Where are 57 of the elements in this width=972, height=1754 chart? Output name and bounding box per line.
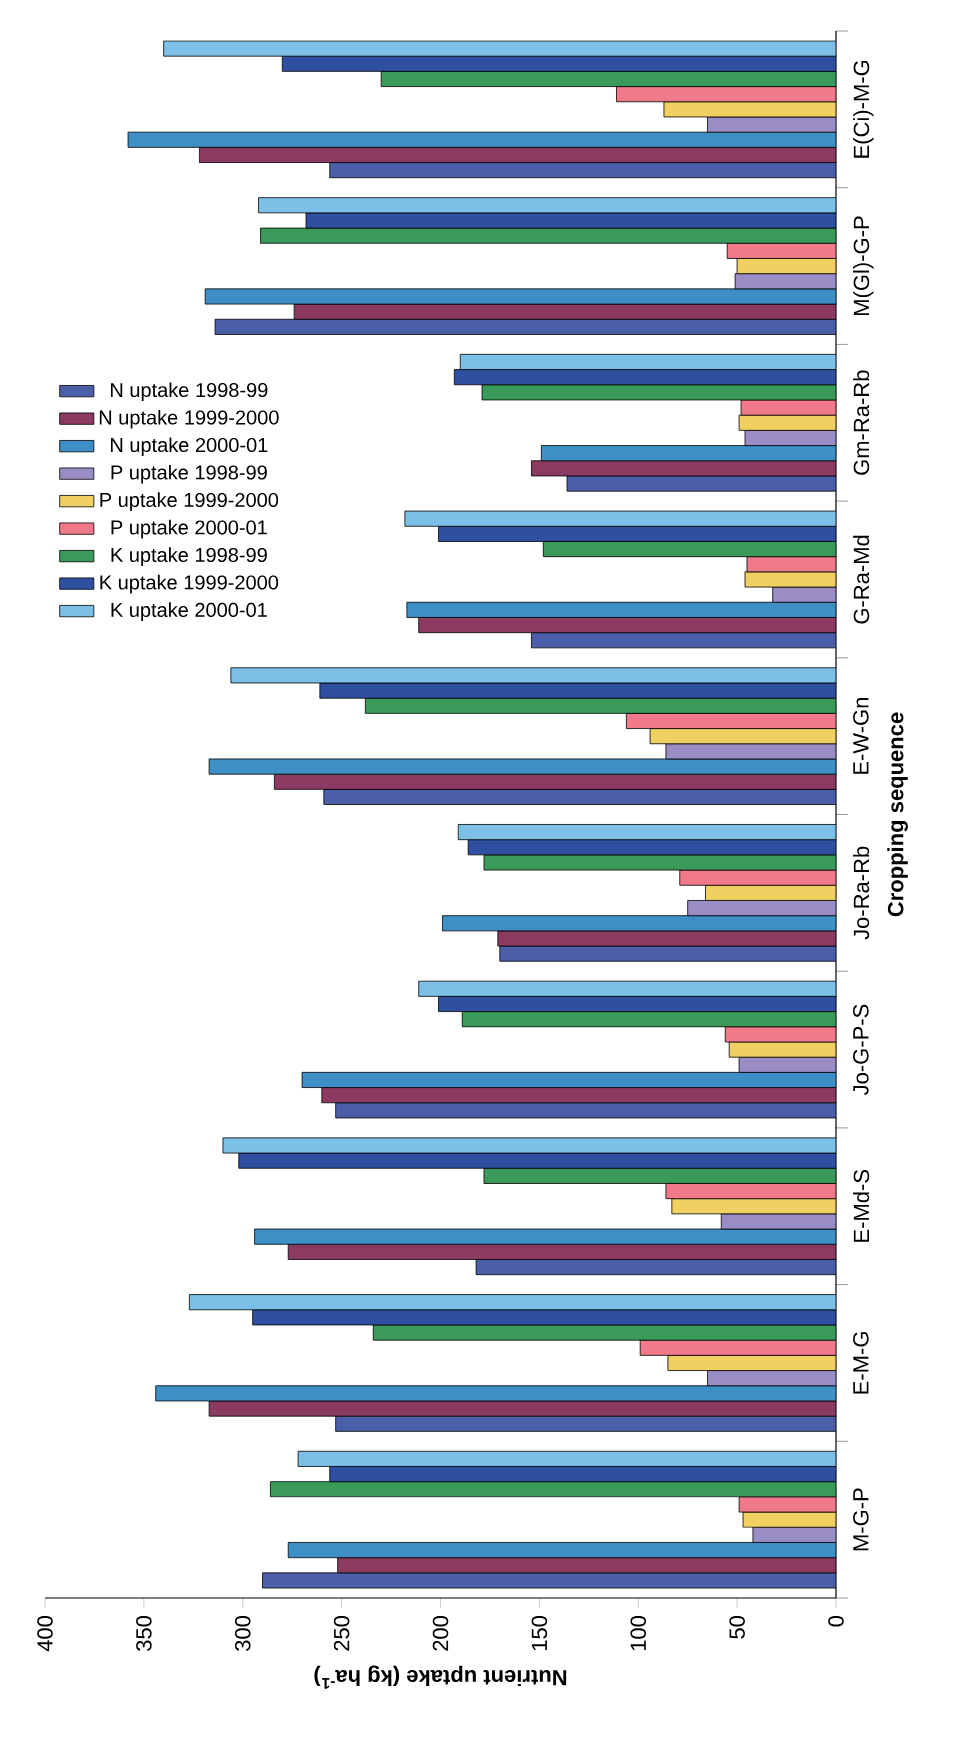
legend-label: P uptake 1999-2000 xyxy=(100,492,279,512)
bar xyxy=(746,556,836,573)
bar xyxy=(208,758,836,775)
bar xyxy=(679,869,836,886)
bar xyxy=(329,162,836,179)
bar xyxy=(287,1542,836,1559)
y-tick-label: Jo-G-P-S xyxy=(853,1004,869,1096)
y-tick-label: E(Ci)-M-G xyxy=(853,60,874,158)
x-tick-label: 50 xyxy=(729,1615,745,1639)
bar xyxy=(214,318,836,335)
bar xyxy=(442,915,836,932)
y-tick-label: E-Md-S xyxy=(853,1170,870,1242)
bar xyxy=(540,445,836,462)
legend-label: N uptake 2000-01 xyxy=(110,437,268,457)
bar xyxy=(639,1339,836,1356)
bar xyxy=(625,712,836,729)
x-tick-label: 100 xyxy=(630,1615,647,1651)
bar xyxy=(724,1026,836,1043)
legend-label: P uptake 2000-01 xyxy=(111,519,267,539)
bar xyxy=(726,242,836,259)
bar xyxy=(566,475,836,492)
legend-label: K uptake 1998-99 xyxy=(111,547,267,566)
bar xyxy=(301,1071,836,1088)
y-tick-label: G-Ra-Md xyxy=(853,535,870,624)
y-tick-label: E-W-Gn xyxy=(853,698,869,774)
bar xyxy=(499,945,836,962)
legend-label: P uptake 1998-99 xyxy=(111,464,267,484)
y-axis-title: Cropping sequence xyxy=(887,712,908,917)
bar xyxy=(616,86,836,103)
x-tick-label: 300 xyxy=(234,1615,251,1651)
x-tick-label: 400 xyxy=(37,1615,53,1652)
x-tick-label: 0 xyxy=(828,1615,844,1627)
bar xyxy=(335,1415,836,1432)
bar xyxy=(475,1259,836,1276)
bar xyxy=(323,788,836,805)
x-axis-title: Nutrient uptake (kg ha$^{-1}$) xyxy=(314,1665,567,1689)
y-tick-label: E-M-G xyxy=(853,1332,869,1394)
bar xyxy=(740,399,836,416)
legend-label: K uptake 1999-2000 xyxy=(100,574,279,594)
bar xyxy=(155,1385,836,1402)
legend-label: K uptake 2000-01 xyxy=(111,602,267,621)
bar xyxy=(406,601,836,618)
y-tick-label: Jo-Ra-Rb xyxy=(853,846,870,940)
bar xyxy=(127,131,836,148)
legend-label: N uptake 1999-2000 xyxy=(99,409,279,429)
y-tick-label: M(Gl)-G-P xyxy=(853,216,874,315)
y-tick-label: Gm-Ra-Rb xyxy=(853,370,870,475)
x-tick-label: 250 xyxy=(333,1615,350,1651)
bar xyxy=(254,1228,836,1245)
x-tick-label: 200 xyxy=(432,1615,449,1651)
bar xyxy=(531,632,836,649)
bar xyxy=(335,1102,836,1119)
bar xyxy=(665,1183,836,1200)
legend-label: N uptake 1998-99 xyxy=(110,382,268,402)
x-tick-label: 150 xyxy=(531,1615,548,1651)
y-tick-label: M-G-P xyxy=(853,1488,869,1551)
x-tick-label: 350 xyxy=(136,1615,152,1651)
